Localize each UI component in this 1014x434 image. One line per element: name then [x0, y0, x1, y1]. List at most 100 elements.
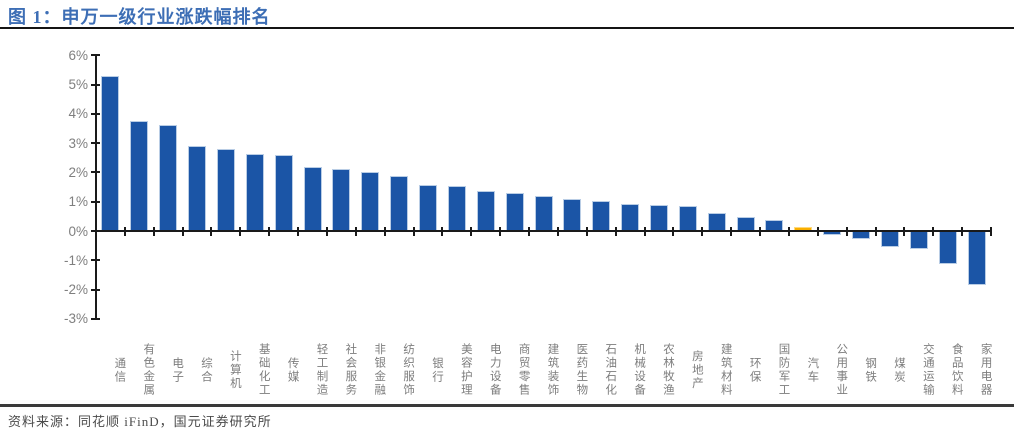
x-axis-label: 有色金属: [142, 343, 155, 397]
x-axis-tick: [528, 227, 531, 236]
chart-bar: [765, 219, 784, 231]
x-axis-tick: [325, 227, 328, 236]
y-axis-tick: [91, 142, 100, 145]
y-axis-tick: [91, 83, 100, 86]
y-axis-tick: [91, 54, 100, 57]
chart-bar: [245, 154, 264, 231]
chart-bar: [938, 231, 957, 264]
y-axis-tick: [91, 288, 100, 291]
x-axis-tick: [585, 227, 588, 236]
chart-bar: [678, 206, 697, 231]
x-axis-label: 公用事业: [835, 343, 848, 397]
x-axis-label: 家用电器: [979, 343, 992, 397]
chart-bar: [188, 146, 207, 231]
x-axis-tick: [672, 227, 675, 236]
x-axis-label: 计算机: [228, 349, 241, 391]
x-axis-tick: [412, 227, 415, 236]
x-axis-label: 银行: [431, 356, 444, 384]
x-axis-tick: [701, 227, 704, 236]
x-axis-tick: [874, 227, 877, 236]
x-axis-label: 机械设备: [633, 343, 646, 397]
chart-bar: [476, 190, 495, 231]
chart-bar: [707, 212, 726, 231]
x-axis-tick: [441, 227, 444, 236]
x-axis-tick: [210, 227, 213, 236]
x-axis-tick: [268, 227, 271, 236]
x-axis-label: 基础化工: [257, 343, 270, 397]
y-axis-tick: [91, 317, 100, 320]
x-axis-tick: [556, 227, 559, 236]
chart-bar: [101, 75, 120, 231]
x-axis-tick: [354, 227, 357, 236]
x-axis-tick: [759, 227, 762, 236]
x-axis-tick: [95, 227, 97, 236]
chart-bar: [967, 231, 986, 286]
x-axis-label: 煤炭: [892, 356, 905, 384]
y-axis-tick-label: -1%: [63, 252, 88, 268]
x-axis-label: 国防军工: [777, 343, 790, 397]
y-axis-tick: [91, 112, 100, 115]
chart-bar: [216, 148, 235, 231]
y-axis-line: [95, 55, 97, 319]
x-axis-tick: [730, 227, 733, 236]
x-axis-tick: [123, 227, 126, 236]
chart-bar: [505, 193, 524, 231]
x-axis-label: 通信: [113, 356, 126, 384]
chart-bar: [303, 167, 322, 231]
chart-bar: [130, 120, 149, 231]
x-axis-line: [95, 230, 992, 232]
x-axis-tick: [181, 227, 184, 236]
x-axis-tick: [961, 227, 964, 236]
x-axis-label: 传媒: [286, 356, 299, 384]
x-axis-tick: [470, 227, 473, 236]
x-axis-tick: [903, 227, 906, 236]
y-axis-tick-label: 5%: [68, 77, 88, 92]
x-axis-label: 食品饮料: [950, 343, 963, 397]
chart-bar: [332, 169, 351, 231]
chart-bar: [909, 231, 928, 249]
chart-bar: [534, 195, 553, 231]
x-axis-label: 社会服务: [344, 343, 357, 397]
chart-bar: [447, 185, 466, 231]
x-axis-label: 房地产: [690, 349, 703, 391]
x-axis-tick: [845, 227, 848, 236]
chart-bar: [390, 175, 409, 231]
chart-bar: [563, 198, 582, 231]
y-axis-tick: [91, 259, 100, 262]
chart-bar: [736, 217, 755, 231]
x-axis-tick: [614, 227, 617, 236]
y-axis-tick-label: -3%: [63, 311, 88, 327]
x-axis-label: 石油石化: [604, 343, 617, 397]
y-axis-tick-label: 4%: [68, 106, 88, 122]
x-axis-tick: [239, 227, 242, 236]
x-axis-label: 建筑装饰: [546, 343, 559, 397]
x-axis-label: 医药生物: [575, 343, 588, 397]
y-axis-tick: [91, 200, 100, 203]
x-axis-tick: [297, 227, 300, 236]
y-axis-tick-label: -2%: [63, 282, 88, 298]
y-axis-tick-label: 0%: [68, 223, 88, 239]
x-axis-tick: [383, 227, 386, 236]
title-separator-line: [0, 27, 1014, 29]
x-axis-tick: [152, 227, 155, 236]
y-axis-tick-label: 2%: [68, 164, 88, 180]
y-axis-tick-label: 6%: [68, 47, 88, 63]
chart-bar: [852, 231, 871, 239]
x-axis-label: 综合: [200, 356, 213, 384]
chart-bar: [274, 154, 293, 231]
chart-bar: [159, 124, 178, 231]
x-axis-tick: [499, 227, 502, 236]
y-axis-tick: [91, 171, 100, 174]
source-note: 资料来源：同花顺 iFinD，国元证券研究所: [8, 414, 272, 429]
chart-bar: [649, 204, 668, 231]
x-axis-label: 建筑材料: [719, 343, 732, 397]
x-axis-label: 汽车: [806, 356, 819, 384]
y-axis-tick-label: 1%: [68, 194, 88, 210]
x-axis-tick: [990, 227, 992, 236]
chart-bar: [361, 172, 380, 231]
chart-bar: [592, 201, 611, 231]
x-axis-label: 农林牧渔: [661, 343, 674, 397]
footer-separator-line: [0, 404, 1014, 407]
